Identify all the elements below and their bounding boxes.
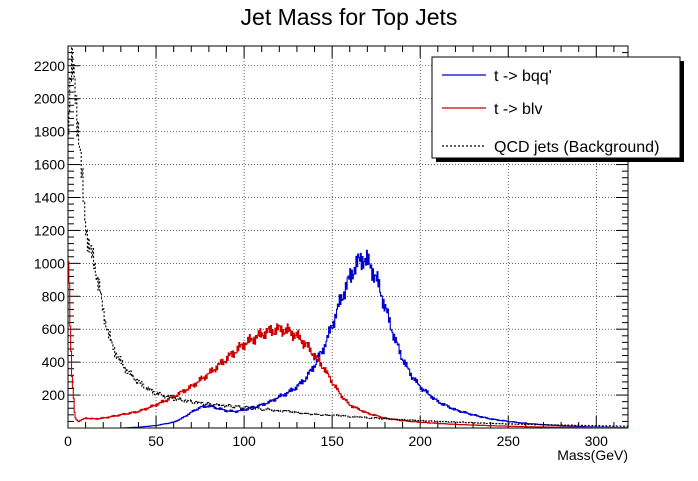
x-tick-label: 0 bbox=[64, 433, 72, 449]
x-tick-label: 50 bbox=[148, 433, 164, 449]
x-tick-label: 150 bbox=[320, 433, 344, 449]
y-tick-label: 1000 bbox=[34, 255, 65, 271]
x-tick-label: 100 bbox=[232, 433, 256, 449]
y-tick-label: 800 bbox=[42, 288, 66, 304]
legend: t -> bqq' t -> blv QCD jets (Background) bbox=[431, 56, 684, 162]
x-axis-label: Mass(GeV) bbox=[557, 447, 628, 463]
y-tick-label: 1400 bbox=[34, 189, 65, 205]
series-0-line bbox=[68, 249, 628, 428]
legend-label-2: QCD jets (Background) bbox=[494, 139, 659, 156]
y-tick-label: 1200 bbox=[34, 222, 65, 238]
series-2-line bbox=[68, 46, 628, 427]
x-tick-label: 200 bbox=[409, 433, 433, 449]
legend-label-0: t -> bqq' bbox=[494, 68, 552, 85]
y-tick-label: 400 bbox=[42, 354, 66, 370]
grid-layer bbox=[68, 46, 628, 428]
series-1-line bbox=[68, 260, 628, 428]
y-tick-label: 1600 bbox=[34, 157, 65, 173]
y-tick-label: 2000 bbox=[34, 91, 65, 107]
x-tick-label: 250 bbox=[497, 433, 521, 449]
y-tick-label: 1800 bbox=[34, 124, 65, 140]
legend-entries: t -> bqq' t -> blv QCD jets (Background) bbox=[442, 68, 659, 156]
series-layer bbox=[68, 46, 628, 428]
y-tick-label: 200 bbox=[42, 387, 66, 403]
y-tick-label: 600 bbox=[42, 321, 66, 337]
chart-title: Jet Mass for Top Jets bbox=[241, 4, 458, 30]
x-tick-label: 300 bbox=[585, 433, 609, 449]
legend-label-1: t -> blv bbox=[494, 101, 542, 118]
y-tick-label: 2200 bbox=[34, 58, 65, 74]
